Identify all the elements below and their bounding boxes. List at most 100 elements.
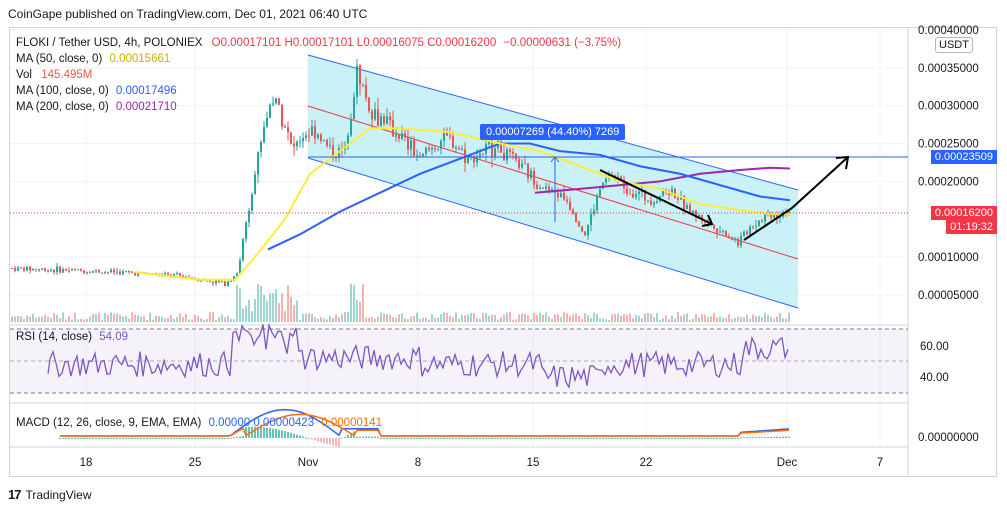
ohlc-open: O0.00017101: [211, 37, 282, 49]
macd-hist-bar: [416, 438, 418, 439]
volume-bar: [740, 317, 742, 322]
candle-body: [407, 136, 409, 150]
macd-hist-bar: [122, 438, 124, 439]
candle-body: [347, 135, 349, 146]
macd-hist-bar: [131, 438, 133, 439]
macd-hist-bar: [236, 436, 238, 438]
volume-bar: [167, 317, 169, 322]
macd-hist-bar: [614, 438, 616, 439]
macd-hist-bar: [560, 438, 562, 439]
macd-hist-bar: [683, 438, 685, 439]
volume-bar: [683, 314, 685, 322]
macd-hist-bar: [101, 438, 103, 439]
volume-bar: [23, 319, 25, 322]
macd-hist-bar: [266, 427, 268, 438]
candle-body: [650, 200, 652, 205]
volume-bar: [284, 311, 286, 322]
volume-bar: [494, 314, 496, 322]
candle-body: [248, 210, 250, 223]
down-arrow-line: [599, 169, 713, 225]
volume-bar: [431, 314, 433, 322]
candle-body: [32, 268, 34, 271]
macd-hist-bar: [698, 438, 700, 439]
macd-hist-bar: [209, 438, 211, 439]
candle-body: [290, 132, 292, 144]
candle-body: [116, 271, 118, 273]
macd-hist-bar: [578, 438, 580, 439]
ma100-legend[interactable]: MA (100, close, 0) 0.00017496: [16, 84, 177, 98]
candle-body: [26, 266, 28, 271]
candle-body: [722, 230, 724, 232]
volume-bar: [107, 314, 109, 322]
rsi-value: 54.09: [99, 331, 129, 343]
candle-body: [737, 238, 739, 246]
macd-hist-bar: [293, 433, 295, 438]
candle-body: [746, 231, 748, 235]
volume-bar: [776, 316, 778, 322]
volume-bar: [173, 318, 175, 322]
macd-hist-bar: [662, 438, 664, 439]
currency-selector[interactable]: USDT: [935, 37, 973, 53]
candle-body: [236, 273, 238, 277]
candle-body: [173, 274, 175, 277]
macd-hist-bar: [380, 438, 382, 439]
macd-hist-bar: [59, 438, 61, 439]
countdown-tag: 01:19:32: [946, 220, 997, 234]
macd-hist-bar: [326, 438, 328, 444]
volume-bar: [623, 313, 625, 322]
volume-bar: [713, 313, 715, 322]
macd-hist-bar: [752, 437, 754, 439]
volume-bar: [692, 318, 694, 322]
candle-body: [428, 147, 430, 150]
volume-bar: [401, 313, 403, 322]
price-tick-label: 0.00040000: [918, 25, 979, 37]
volume-bar: [155, 315, 157, 322]
candle-body: [668, 191, 670, 195]
candle-body: [332, 145, 334, 158]
macd-hist-bar: [596, 438, 598, 439]
macd-legend[interactable]: MACD (12, 26, close, 9, EMA, EMA) 0.0000…: [16, 416, 382, 430]
ma50-legend[interactable]: MA (50, close, 0) 0.00015661: [16, 52, 170, 66]
candle-body: [311, 126, 313, 136]
candle-body: [626, 188, 628, 194]
candle-body: [35, 268, 37, 270]
up-arrowhead: [835, 155, 850, 170]
time-tick-label: 15: [527, 457, 540, 469]
time-tick-label: 25: [189, 457, 202, 469]
candle-body: [584, 231, 586, 236]
volume-legend[interactable]: Vol 145.495M: [16, 68, 92, 82]
footer[interactable]: 17 TradingView: [8, 487, 92, 502]
volume-bar: [29, 316, 31, 322]
macd-hist-bar: [170, 438, 172, 439]
volume-bar: [410, 316, 412, 322]
macd-hist-bar: [356, 436, 358, 438]
candle-body: [275, 98, 277, 104]
volume-bar: [512, 319, 514, 322]
rsi-legend[interactable]: RSI (14, close) 54.09: [16, 330, 128, 344]
macd-hist-bar: [155, 438, 157, 439]
volume-bar: [344, 312, 346, 322]
chart-frame[interactable]: [9, 27, 997, 477]
candle-body: [575, 213, 577, 222]
candle-body: [398, 134, 400, 139]
macd-hist-bar: [146, 438, 148, 439]
volume-bar: [74, 313, 76, 322]
macd-hist-bar: [317, 438, 319, 442]
volume-bar: [83, 319, 85, 322]
rsi-label: RSI (14, close): [16, 331, 93, 343]
macd-hist-bar: [701, 438, 703, 439]
macd-hist-bar: [395, 438, 397, 439]
candle-body: [266, 118, 268, 127]
ma200-legend[interactable]: MA (200, close, 0) 0.00021710: [16, 100, 177, 114]
macd-hist-bar: [296, 434, 298, 438]
volume-bar: [317, 318, 319, 322]
volume-bar: [659, 319, 661, 322]
volume-bar: [440, 314, 442, 322]
candle-body: [518, 159, 520, 168]
volume-bar: [323, 318, 325, 322]
volume-bar: [764, 312, 766, 322]
time-tick-label: 18: [80, 457, 93, 469]
candle-body: [350, 118, 352, 136]
volume-bar: [725, 317, 727, 322]
